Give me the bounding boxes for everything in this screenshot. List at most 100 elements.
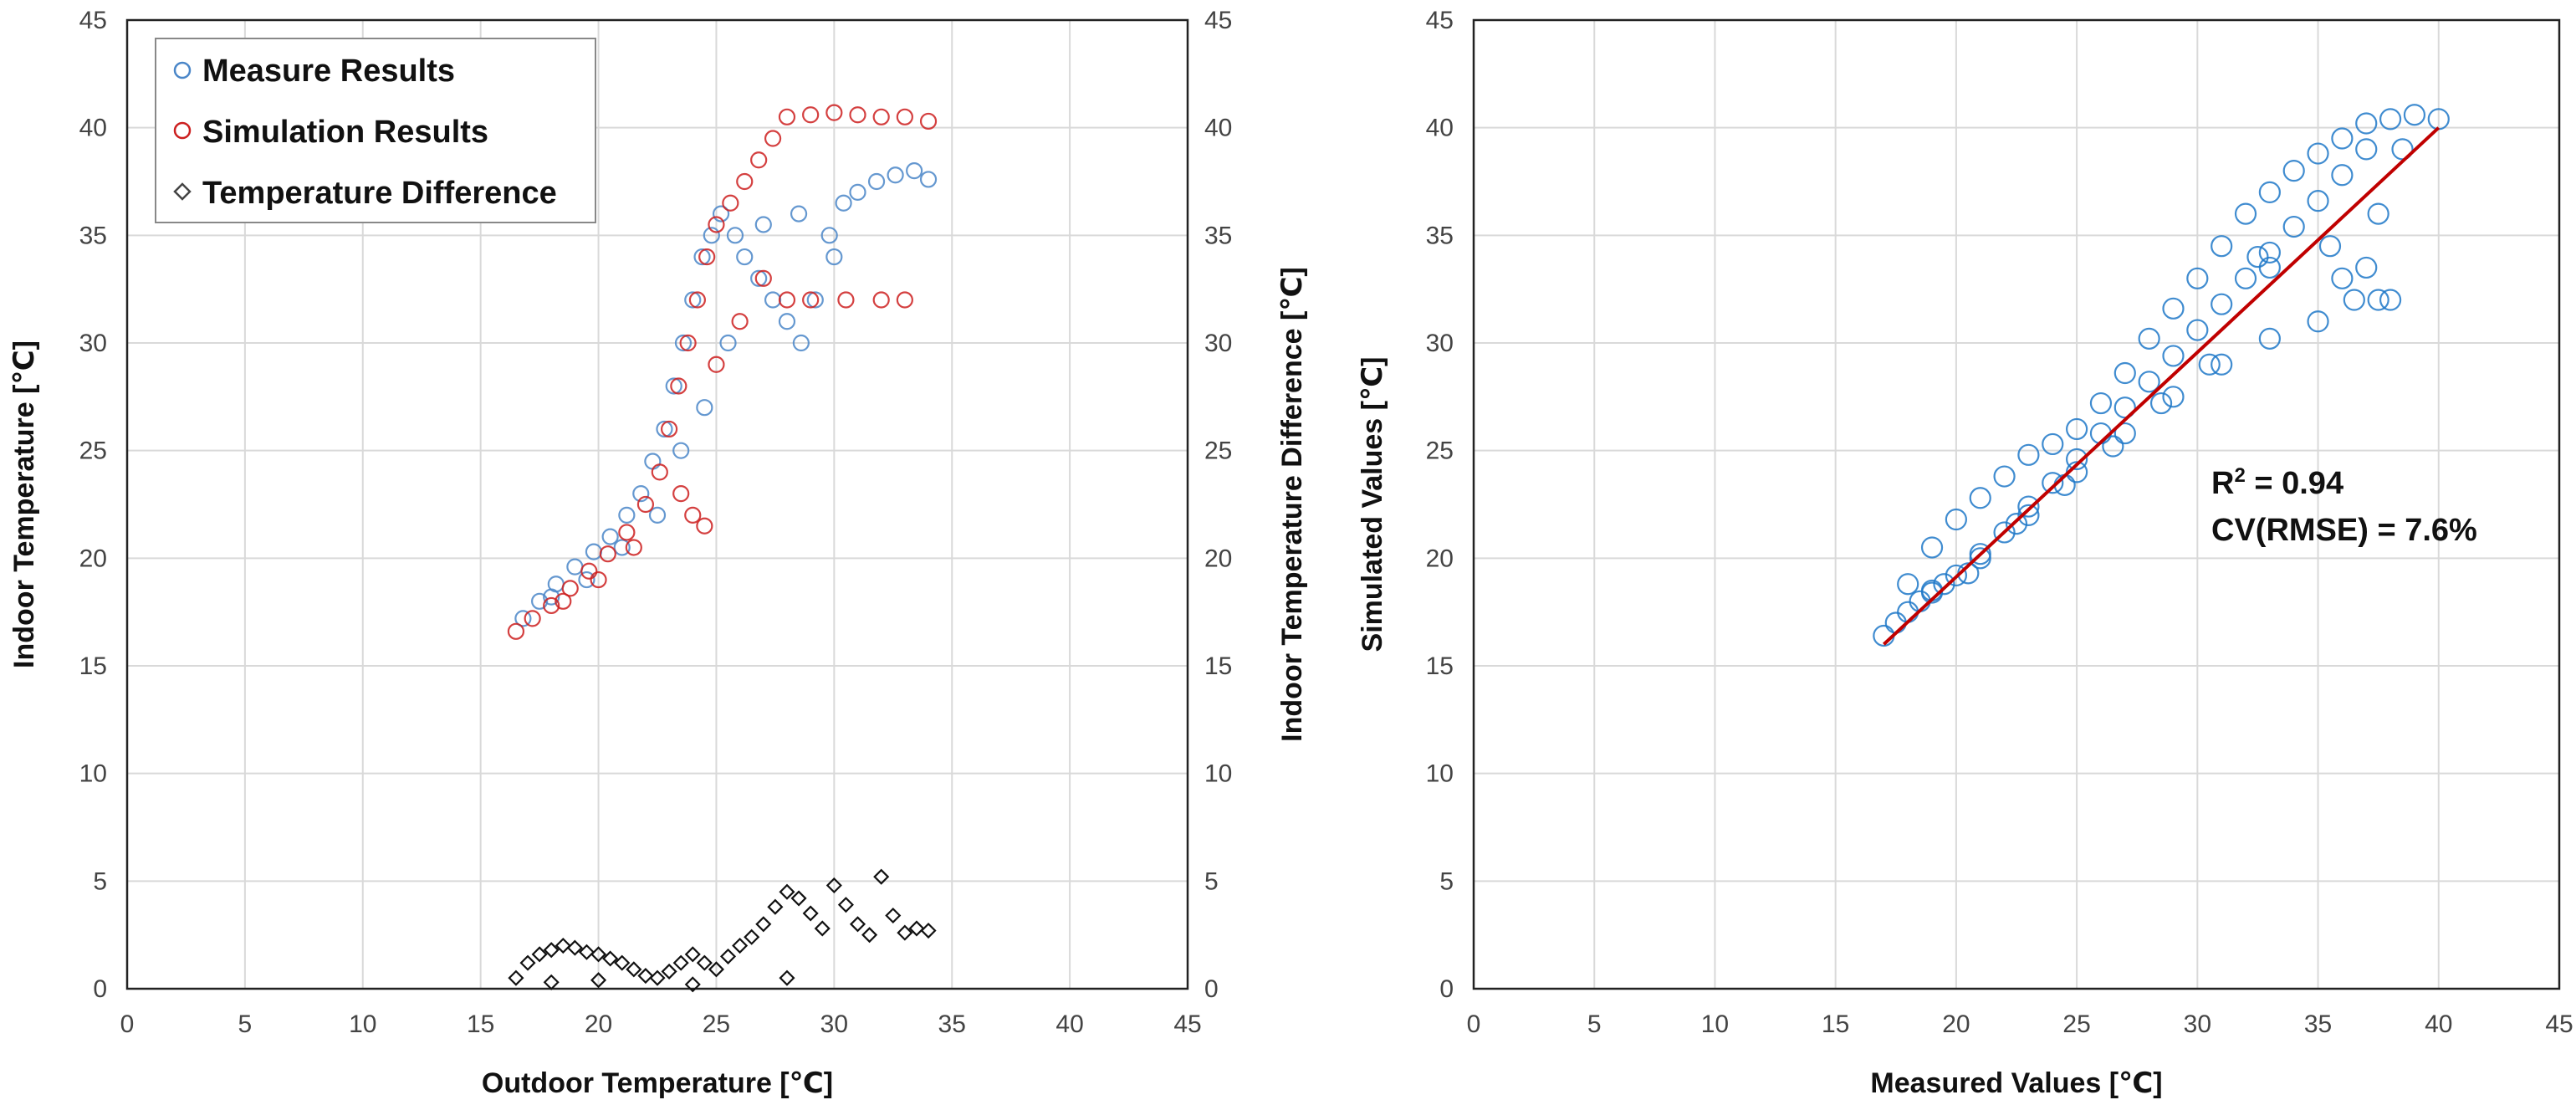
left-measure-point <box>632 485 650 503</box>
left-y2-tick-label: 5 <box>1204 867 1219 895</box>
left-measure-point <box>754 216 772 233</box>
right-scatter_right-point <box>2246 245 2269 269</box>
left-measure-point <box>665 377 682 395</box>
right-y-tick-label: 5 <box>1439 867 1454 895</box>
right-chart: 0 5 10 15 20 25 30 35 40 45 0 5 10 15 20 25 30 35 40 45 Me… <box>1357 7 2573 1099</box>
right-x-tick-label: 0 <box>1467 1010 1481 1038</box>
left-simulation-point <box>872 291 890 309</box>
left-x-tick-label: 20 <box>585 1010 612 1038</box>
left-difference-point <box>684 976 701 993</box>
left-y2-tick-label: 20 <box>1204 545 1232 572</box>
right-y-tick-label: 25 <box>1426 437 1454 465</box>
right-points <box>1873 104 2450 647</box>
left-difference-point <box>519 954 536 971</box>
left-simulation-point <box>736 172 754 191</box>
right-y-axis-title: Simulated Values [℃] <box>1357 357 1388 652</box>
left-x-tick-label: 10 <box>349 1010 376 1038</box>
left-difference-point <box>672 954 689 971</box>
right-scatter_right-point <box>1933 573 1955 596</box>
left-difference-point <box>779 883 795 900</box>
left-difference-point <box>732 937 749 954</box>
left-simulation-point <box>872 108 890 125</box>
left-simulation-point <box>684 506 702 524</box>
left-measure-point <box>712 205 730 223</box>
right-scatter_right-point <box>2113 422 2136 445</box>
left-simulation-point <box>896 291 913 309</box>
right-y-ticks: 0 5 10 15 20 25 30 35 40 45 <box>1426 7 1454 1003</box>
left-simulation-point <box>698 248 716 266</box>
right-scatter_right-point <box>2211 293 2233 315</box>
right-y-tick-label: 45 <box>1426 7 1454 34</box>
left-measure-point <box>543 588 560 606</box>
right-scatter_right-point <box>1897 601 1919 623</box>
right-scatter_right-point <box>2102 435 2124 458</box>
right-scatter_right-point <box>1993 465 2016 488</box>
left-measure-point <box>906 162 923 180</box>
right-scatter_right-point <box>2307 142 2329 165</box>
left-measure-point <box>750 269 768 287</box>
left-measure-point <box>578 570 595 589</box>
left-simulation-point <box>750 151 768 169</box>
right-scatter_right-point <box>1945 564 1967 587</box>
right-scatter_right-point <box>1969 487 1991 509</box>
left-difference-point <box>602 950 619 967</box>
right-x-tick-label: 20 <box>1942 1010 1970 1038</box>
left-simulation-point <box>837 291 855 309</box>
left-y-ticks: 0 5 10 15 20 25 30 35 40 45 <box>79 7 107 1003</box>
right-scatter_right-point <box>2186 267 2209 289</box>
right-scatter_right-point <box>2331 164 2354 187</box>
left-simulation-point <box>507 622 525 640</box>
left-difference-point <box>566 939 583 956</box>
left-measure-point <box>693 248 711 266</box>
left-plot-frame <box>125 18 1189 990</box>
left-difference-point <box>885 907 902 924</box>
left-y2-axis-title: Indoor Temperature Difference [℃] <box>1276 267 1308 742</box>
left-difference-point <box>837 897 854 913</box>
right-scatter_right-point <box>2138 371 2160 393</box>
left-simulation-point <box>802 291 820 309</box>
left-measure-point <box>835 194 852 212</box>
left-difference-point <box>626 961 642 978</box>
right-scatter_right-point <box>2307 310 2329 333</box>
left-chart: 0 5 10 15 20 25 30 35 40 45 0 5 10 15 20 25 30 35 40 45 0 5… <box>8 7 1308 1099</box>
left-simulation-point <box>599 545 616 563</box>
left-measure-point <box>696 399 713 417</box>
left-difference-point <box>861 927 878 944</box>
right-scatter_right-point <box>2234 202 2257 225</box>
left-simulation-point <box>754 269 772 287</box>
left-simulation-point <box>625 539 642 556</box>
left-difference-point <box>531 946 548 963</box>
left-difference-point <box>649 969 666 986</box>
left-y2-tick-label: 30 <box>1204 330 1232 357</box>
left-y2-tick-label: 0 <box>1204 975 1219 1003</box>
left-measure-point <box>601 528 619 545</box>
right-scatter_right-point <box>2355 112 2378 135</box>
left-measure-point <box>792 334 810 352</box>
left-y-tick-label: 5 <box>93 867 107 895</box>
right-scatter_right-point <box>2211 235 2233 258</box>
left-difference-point <box>920 922 937 939</box>
left-simulation-point <box>670 377 687 395</box>
left-measure-point <box>531 592 549 610</box>
left-legend: Measure Results Simulation Results Tempe… <box>155 38 596 223</box>
left-simulation-point <box>896 108 913 125</box>
left-difference-point <box>790 890 807 907</box>
left-measure-point <box>806 291 824 309</box>
right-x-tick-label: 40 <box>2425 1010 2452 1038</box>
left-measure-point <box>790 205 808 223</box>
right-scatter_right-point <box>2258 327 2281 350</box>
left-difference-point <box>755 916 772 933</box>
right-scatter_right-point <box>2005 513 2028 535</box>
left-y-tick-label: 35 <box>79 222 107 249</box>
left-difference-point <box>779 969 795 986</box>
left-simulation-point <box>580 562 598 580</box>
left-difference-point <box>908 920 925 937</box>
left-x-tick-label: 0 <box>120 1010 135 1038</box>
left-difference-point <box>849 916 866 933</box>
left-simulation-point <box>590 570 607 589</box>
left-difference-point <box>543 974 560 990</box>
cv-rmse-annotation: CV(RMSE) = 7.6% <box>2211 513 2477 548</box>
left-measure-point <box>825 248 843 266</box>
left-y2-tick-label: 35 <box>1204 222 1232 249</box>
right-scatter_right-point <box>2017 443 2040 466</box>
